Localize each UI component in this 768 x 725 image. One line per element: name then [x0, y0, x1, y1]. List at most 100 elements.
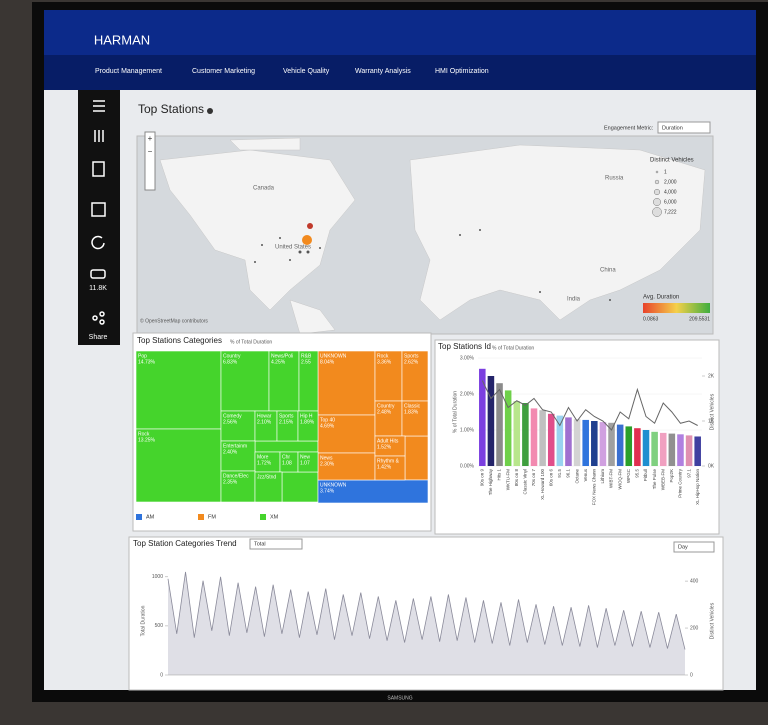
bar[interactable]: [599, 422, 607, 466]
bar[interactable]: [504, 390, 512, 466]
trend-select[interactable]: [249, 538, 303, 550]
bar[interactable]: [625, 426, 633, 466]
bar[interactable]: [659, 432, 667, 466]
y-tick-label: 0: [160, 672, 163, 678]
treemap-cell-value: 1.08: [282, 460, 292, 466]
treemap-cell-label: Comedy: [223, 413, 242, 419]
nav-item[interactable]: Customer Marketing: [192, 68, 255, 75]
x-tick-label: Pitbull: [643, 469, 648, 481]
treemap-cell[interactable]: [220, 470, 256, 503]
map-label: United States: [275, 245, 311, 251]
bar[interactable]: [487, 376, 495, 466]
chart-title: Top Station Categories Trend: [133, 539, 237, 548]
treemap-cell[interactable]: [135, 350, 222, 430]
size-legend-circle: [653, 198, 661, 206]
map-label: China: [600, 268, 616, 274]
x-tick-label: WKTU-FM: [505, 469, 510, 490]
treemap-cell-label: Adult Hits: [377, 438, 399, 444]
treemap-cell[interactable]: [317, 350, 376, 416]
bar[interactable]: [642, 430, 650, 466]
treemap-cell[interactable]: [220, 350, 270, 412]
map-credit: © OpenStreetMap contributors: [140, 317, 208, 324]
x-tick-label: 96.1: [566, 469, 571, 478]
treemap-cell[interactable]: [401, 350, 429, 402]
map-label: Russia: [605, 176, 624, 182]
size-legend-label: 2,000: [664, 179, 677, 185]
treemap-cell-value: 1.89%: [300, 419, 315, 425]
map-bubble[interactable]: [307, 223, 313, 229]
bar[interactable]: [539, 410, 546, 466]
bar[interactable]: [556, 415, 564, 466]
treemap-cell-label: New: [300, 454, 310, 460]
size-legend-circle: [653, 188, 661, 196]
treemap-cell[interactable]: [220, 440, 256, 472]
y2-tick-label: 200: [690, 625, 699, 631]
bar[interactable]: [608, 422, 615, 466]
metric-select[interactable]: [657, 121, 711, 134]
nav-item[interactable]: Warranty Analysis: [355, 68, 411, 75]
x-tick-label: 91.5: [557, 469, 562, 478]
bar[interactable]: [513, 401, 521, 466]
bar[interactable]: [591, 421, 598, 466]
map-bubble[interactable]: [302, 235, 312, 245]
bar[interactable]: [547, 413, 555, 466]
trend-select[interactable]: [673, 541, 715, 553]
treemap-cell-value: 4.25%: [271, 359, 286, 365]
x-tick-label: 70s on 7: [531, 469, 536, 487]
bar[interactable]: [496, 383, 503, 466]
treemap-cell[interactable]: [297, 410, 319, 442]
map-zoom[interactable]: [144, 131, 156, 191]
treemap-cell-value: 14.73%: [138, 359, 156, 365]
treemap-cell[interactable]: [374, 400, 403, 437]
info-icon[interactable]: [207, 108, 213, 114]
y-tick-label: 500: [155, 623, 164, 629]
bar[interactable]: [582, 419, 589, 466]
treemap-cell[interactable]: [317, 414, 376, 454]
zoom-out[interactable]: −: [148, 147, 153, 156]
treemap-cell[interactable]: [374, 350, 403, 402]
size-legend-circle: [655, 170, 659, 174]
bar[interactable]: [530, 408, 538, 466]
bar[interactable]: [685, 435, 693, 466]
treemap-cell-value: 2.48%: [377, 409, 392, 415]
treemap-cell-value: 2.35%: [223, 479, 238, 485]
x-tick-label: 80s on 8: [514, 469, 519, 487]
size-legend-label: 6,000: [664, 199, 677, 205]
treemap-cell-label: Rhythm &: [377, 458, 400, 464]
bar[interactable]: [616, 424, 624, 466]
bar[interactable]: [565, 417, 572, 466]
color-legend-bar: [643, 303, 710, 313]
x-tick-label: WBEB-FM: [660, 469, 665, 490]
treemap-filler: [404, 435, 429, 481]
y-tick-label: 2.00%: [460, 391, 475, 397]
x-tick-label: The Highway: [488, 468, 493, 495]
nav-item[interactable]: HMI Optimization: [435, 68, 489, 75]
zoom-in[interactable]: +: [148, 134, 153, 143]
sidebar-count: 11.8K: [89, 285, 107, 292]
nav-item[interactable]: Vehicle Quality: [283, 68, 330, 75]
bar[interactable]: [479, 368, 486, 466]
sidebar-share[interactable]: Share: [89, 334, 108, 341]
bar[interactable]: [677, 434, 684, 466]
treemap-cell-label: Entertainm: [223, 443, 247, 449]
bar[interactable]: [651, 431, 658, 466]
treemap-cell[interactable]: [317, 452, 376, 481]
bar[interactable]: [694, 436, 701, 466]
treemap-cell[interactable]: [297, 451, 319, 473]
control-value: Total: [254, 541, 266, 547]
treemap-cell-value: 3.36%: [377, 359, 392, 365]
treemap-cell-label: Classic: [404, 403, 421, 409]
y2-tick-label: 0K: [708, 463, 715, 469]
bar[interactable]: [573, 419, 581, 466]
x-tick-label: 95.5: [635, 469, 640, 478]
treemap-cell[interactable]: [401, 400, 429, 437]
bar[interactable]: [668, 433, 676, 466]
bar[interactable]: [634, 428, 641, 466]
treemap-cell[interactable]: [254, 471, 283, 503]
bar[interactable]: [522, 403, 529, 466]
treemap-title: Top Stations Categories: [137, 336, 222, 345]
treemap-cell-label: UNKNOWN: [320, 482, 347, 488]
treemap-cell[interactable]: [374, 455, 406, 481]
treemap-cell-value: 3.74%: [320, 488, 335, 494]
nav-item[interactable]: Product Management: [95, 68, 162, 75]
